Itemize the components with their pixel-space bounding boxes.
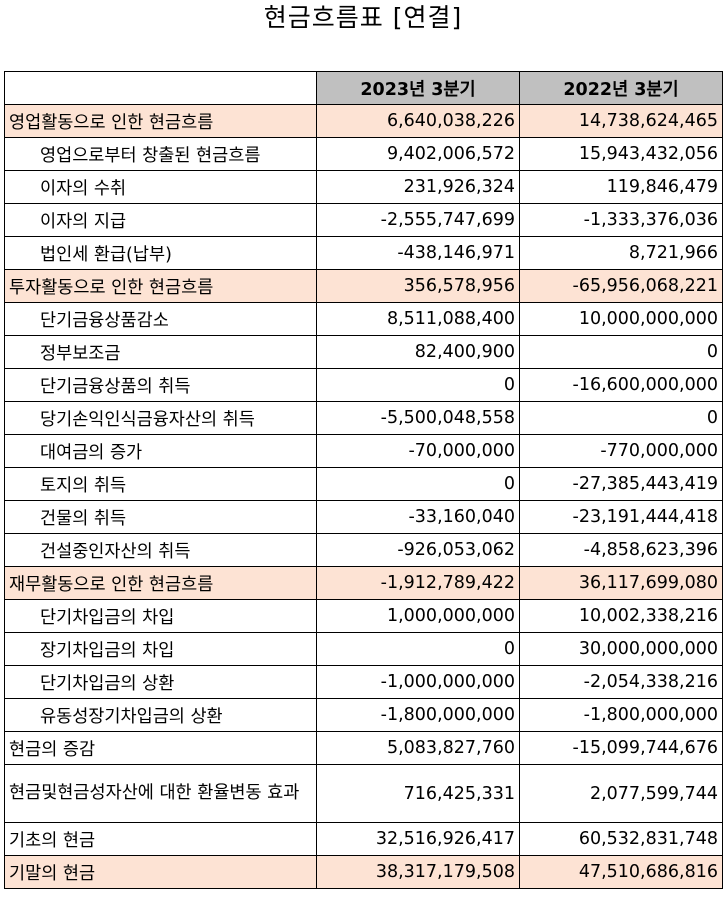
- page-title: 현금흐름표 [연결]: [263, 3, 463, 32]
- table-row: 정부보조금 82,400,900 0: [4, 335, 723, 369]
- value-2023-q3: 82,400,900: [316, 335, 520, 369]
- value-2023-q3: -1,800,000,000: [316, 698, 520, 732]
- table-row: 영업활동으로 인한 현금흐름 6,640,038,226 14,738,624,46…: [4, 104, 723, 138]
- table-row: 재무활동으로 인한 현금흐름 -1,912,789,422 36,117,699,0…: [4, 566, 723, 600]
- row-label: 단기차입금의 상환: [4, 665, 317, 699]
- value-2023-q3: 356,578,956: [316, 269, 520, 303]
- value-2022-q3: 15,943,432,056: [519, 137, 723, 171]
- value-2023-q3: -438,146,971: [316, 236, 520, 270]
- value-2023-q3: 0: [316, 632, 520, 666]
- row-label: 단기차입금의 차입: [4, 599, 317, 633]
- value-2022-q3: 10,002,338,216: [519, 599, 723, 633]
- value-2023-q3: -70,000,000: [316, 434, 520, 468]
- value-2022-q3: 8,721,966: [519, 236, 723, 270]
- header-2023-q3: 2023년 3분기: [316, 71, 520, 105]
- value-2022-q3: -23,191,444,418: [519, 500, 723, 534]
- value-2023-q3: 8,511,088,400: [316, 302, 520, 336]
- row-label: 건설중인자산의 취득: [4, 533, 317, 567]
- value-2023-q3: 38,317,179,508: [316, 855, 520, 889]
- value-2022-q3: 2,077,599,744: [519, 764, 723, 823]
- row-label: 법인세 환급(납부): [4, 236, 317, 270]
- value-2022-q3: 0: [519, 401, 723, 435]
- table-row: 이자의 수취 231,926,324 119,846,479: [4, 170, 723, 204]
- table-body: 영업활동으로 인한 현금흐름 6,640,038,226 14,738,624,46…: [4, 104, 723, 889]
- value-2022-q3: 0: [519, 335, 723, 369]
- value-2022-q3: -16,600,000,000: [519, 368, 723, 402]
- value-2022-q3: 119,846,479: [519, 170, 723, 204]
- table-row: 현금및현금성자산에 대한 환율변동 효과 716,425,331 2,077,599…: [4, 764, 723, 823]
- value-2023-q3: 231,926,324: [316, 170, 520, 204]
- value-2022-q3: 60,532,831,748: [519, 822, 723, 856]
- table-row: 단기차입금의 차입 1,000,000,000 10,002,338,216: [4, 599, 723, 633]
- row-label: 단기금융상품감소: [4, 302, 317, 336]
- table-row: 기말의 현금 38,317,179,508 47,510,686,816: [4, 855, 723, 889]
- table-row: 대여금의 증가 -70,000,000 -770,000,000: [4, 434, 723, 468]
- value-2023-q3: 9,402,006,572: [316, 137, 520, 171]
- row-label: 투자활동으로 인한 현금흐름: [4, 269, 317, 303]
- row-label: 건물의 취득: [4, 500, 317, 534]
- row-label: 유동성장기차입금의 상환: [4, 698, 317, 732]
- value-2023-q3: -33,160,040: [316, 500, 520, 534]
- value-2022-q3: -15,099,744,676: [519, 731, 723, 765]
- table-row: 기초의 현금 32,516,926,417 60,532,831,748: [4, 822, 723, 856]
- row-label: 재무활동으로 인한 현금흐름: [4, 566, 317, 600]
- value-2023-q3: -926,053,062: [316, 533, 520, 567]
- table-row: 건물의 취득 -33,160,040 -23,191,444,418: [4, 500, 723, 534]
- table-row: 당기손익인식금융자산의 취득 -5,500,048,558 0: [4, 401, 723, 435]
- value-2022-q3: -65,956,068,221: [519, 269, 723, 303]
- value-2022-q3: 30,000,000,000: [519, 632, 723, 666]
- row-label: 정부보조금: [4, 335, 317, 369]
- row-label: 영업으로부터 창출된 현금흐름: [4, 137, 317, 171]
- row-label: 장기차입금의 차입: [4, 632, 317, 666]
- value-2022-q3: -770,000,000: [519, 434, 723, 468]
- table-row: 토지의 취득 0 -27,385,443,419: [4, 467, 723, 501]
- table-row: 장기차입금의 차입 0 30,000,000,000: [4, 632, 723, 666]
- value-2023-q3: 1,000,000,000: [316, 599, 520, 633]
- value-2022-q3: -4,858,623,396: [519, 533, 723, 567]
- value-2022-q3: 10,000,000,000: [519, 302, 723, 336]
- value-2022-q3: -2,054,338,216: [519, 665, 723, 699]
- row-label: 현금의 증감: [4, 731, 317, 765]
- value-2023-q3: -5,500,048,558: [316, 401, 520, 435]
- value-2022-q3: 36,117,699,080: [519, 566, 723, 600]
- value-2023-q3: -2,555,747,699: [316, 203, 520, 237]
- table-row: 현금의 증감 5,083,827,760 -15,099,744,676: [4, 731, 723, 765]
- row-label: 이자의 수취: [4, 170, 317, 204]
- value-2023-q3: -1,000,000,000: [316, 665, 520, 699]
- row-label: 당기손익인식금융자산의 취득: [4, 401, 317, 435]
- table-row: 투자활동으로 인한 현금흐름 356,578,956 -65,956,068,221: [4, 269, 723, 303]
- table-row: 단기차입금의 상환 -1,000,000,000 -2,054,338,216: [4, 665, 723, 699]
- table-row: 유동성장기차입금의 상환 -1,800,000,000 -1,800,000,000: [4, 698, 723, 732]
- row-label: 단기금융상품의 취득: [4, 368, 317, 402]
- row-label: 이자의 지급: [4, 203, 317, 237]
- table-row: 단기금융상품의 취득 0 -16,600,000,000: [4, 368, 723, 402]
- value-2022-q3: -1,333,376,036: [519, 203, 723, 237]
- table-row: 법인세 환급(납부) -438,146,971 8,721,966: [4, 236, 723, 270]
- row-label: 기초의 현금: [4, 822, 317, 856]
- value-2022-q3: -1,800,000,000: [519, 698, 723, 732]
- row-label: 영업활동으로 인한 현금흐름: [4, 104, 317, 138]
- value-2023-q3: 6,640,038,226: [316, 104, 520, 138]
- table-row: 건설중인자산의 취득 -926,053,062 -4,858,623,396: [4, 533, 723, 567]
- row-label: 기말의 현금: [4, 855, 317, 889]
- value-2023-q3: 32,516,926,417: [316, 822, 520, 856]
- table-row: 이자의 지급 -2,555,747,699 -1,333,376,036: [4, 203, 723, 237]
- table-header-row: 2023년 3분기 2022년 3분기: [4, 71, 723, 105]
- table-row: 영업으로부터 창출된 현금흐름 9,402,006,572 15,943,432,0…: [4, 137, 723, 171]
- value-2022-q3: -27,385,443,419: [519, 467, 723, 501]
- row-label: 현금및현금성자산에 대한 환율변동 효과: [4, 764, 317, 823]
- value-2022-q3: 14,738,624,465: [519, 104, 723, 138]
- value-2023-q3: 716,425,331: [316, 764, 520, 823]
- value-2022-q3: 47,510,686,816: [519, 855, 723, 889]
- cash-flow-table: 2023년 3분기 2022년 3분기 영업활동으로 인한 현금흐름 6,640,…: [4, 71, 723, 889]
- value-2023-q3: 5,083,827,760: [316, 731, 520, 765]
- value-2023-q3: 0: [316, 368, 520, 402]
- row-label: 대여금의 증가: [4, 434, 317, 468]
- value-2023-q3: 0: [316, 467, 520, 501]
- value-2023-q3: -1,912,789,422: [316, 566, 520, 600]
- row-label: 토지의 취득: [4, 467, 317, 501]
- header-2022-q3: 2022년 3분기: [519, 71, 723, 105]
- header-blank-cell: [4, 71, 317, 105]
- table-row: 단기금융상품감소 8,511,088,400 10,000,000,000: [4, 302, 723, 336]
